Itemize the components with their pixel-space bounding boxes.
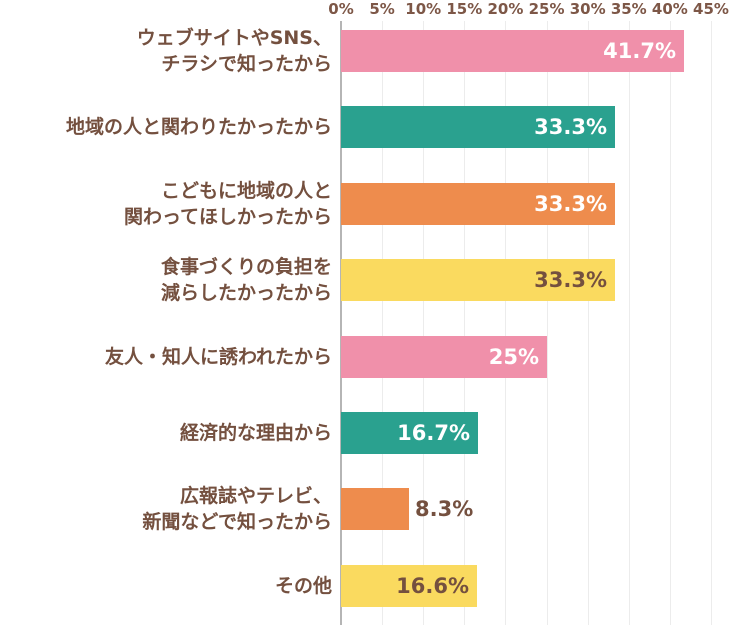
gridline [711,21,712,625]
value-label: 16.7% [397,421,470,445]
x-axis-tick-label: 20% [487,0,524,18]
category-label: ウェブサイトやSNS、 チラシで知ったから [136,27,332,75]
category-label: こどもに地域の人と 関わってほしかったから [123,180,332,228]
category-label: 地域の人と関わりたかったから [65,116,332,138]
x-axis-tick-label: 5% [369,0,395,18]
gridline [382,21,384,625]
x-axis-tick-label: 35% [610,0,647,18]
bar: 16.6% [341,565,477,607]
gridline [546,21,548,625]
value-label: 33.3% [534,115,607,139]
value-label: 25% [488,345,539,369]
y-axis-line [340,21,342,625]
gridline [464,21,466,625]
gridline [587,21,589,625]
value-label: 33.3% [534,268,607,292]
x-axis-tick-label: 40% [651,0,688,18]
value-label: 8.3% [415,497,474,521]
x-axis-tick-label: 10% [405,0,442,18]
bar [341,488,409,530]
category-label: 広報誌やテレビ、 新聞などで知ったから [142,485,332,533]
value-label: 16.6% [396,574,469,598]
x-axis-tick-label: 15% [446,0,483,18]
category-label: その他 [274,575,332,597]
category-label: 友人・知人に誘われたから [104,346,332,368]
gridline [505,21,507,625]
value-label: 41.7% [603,39,676,63]
category-label: 食事づくりの負担を 減らしたかったから [160,256,332,304]
category-label: 経済的な理由から [179,422,332,444]
gridline [669,21,671,625]
bar: 33.3% [341,183,615,225]
bar: 16.7% [341,412,478,454]
bar: 33.3% [341,259,615,301]
bar: 41.7% [341,30,684,72]
bar: 25% [341,336,547,378]
gridline [628,21,630,625]
x-axis-tick-label: 0% [328,0,354,18]
value-label: 33.3% [534,192,607,216]
bar: 33.3% [341,106,615,148]
gridline [423,21,425,625]
x-axis-tick-label: 45% [693,0,729,18]
x-axis-tick-label: 30% [569,0,606,18]
x-axis-tick-label: 25% [528,0,565,18]
